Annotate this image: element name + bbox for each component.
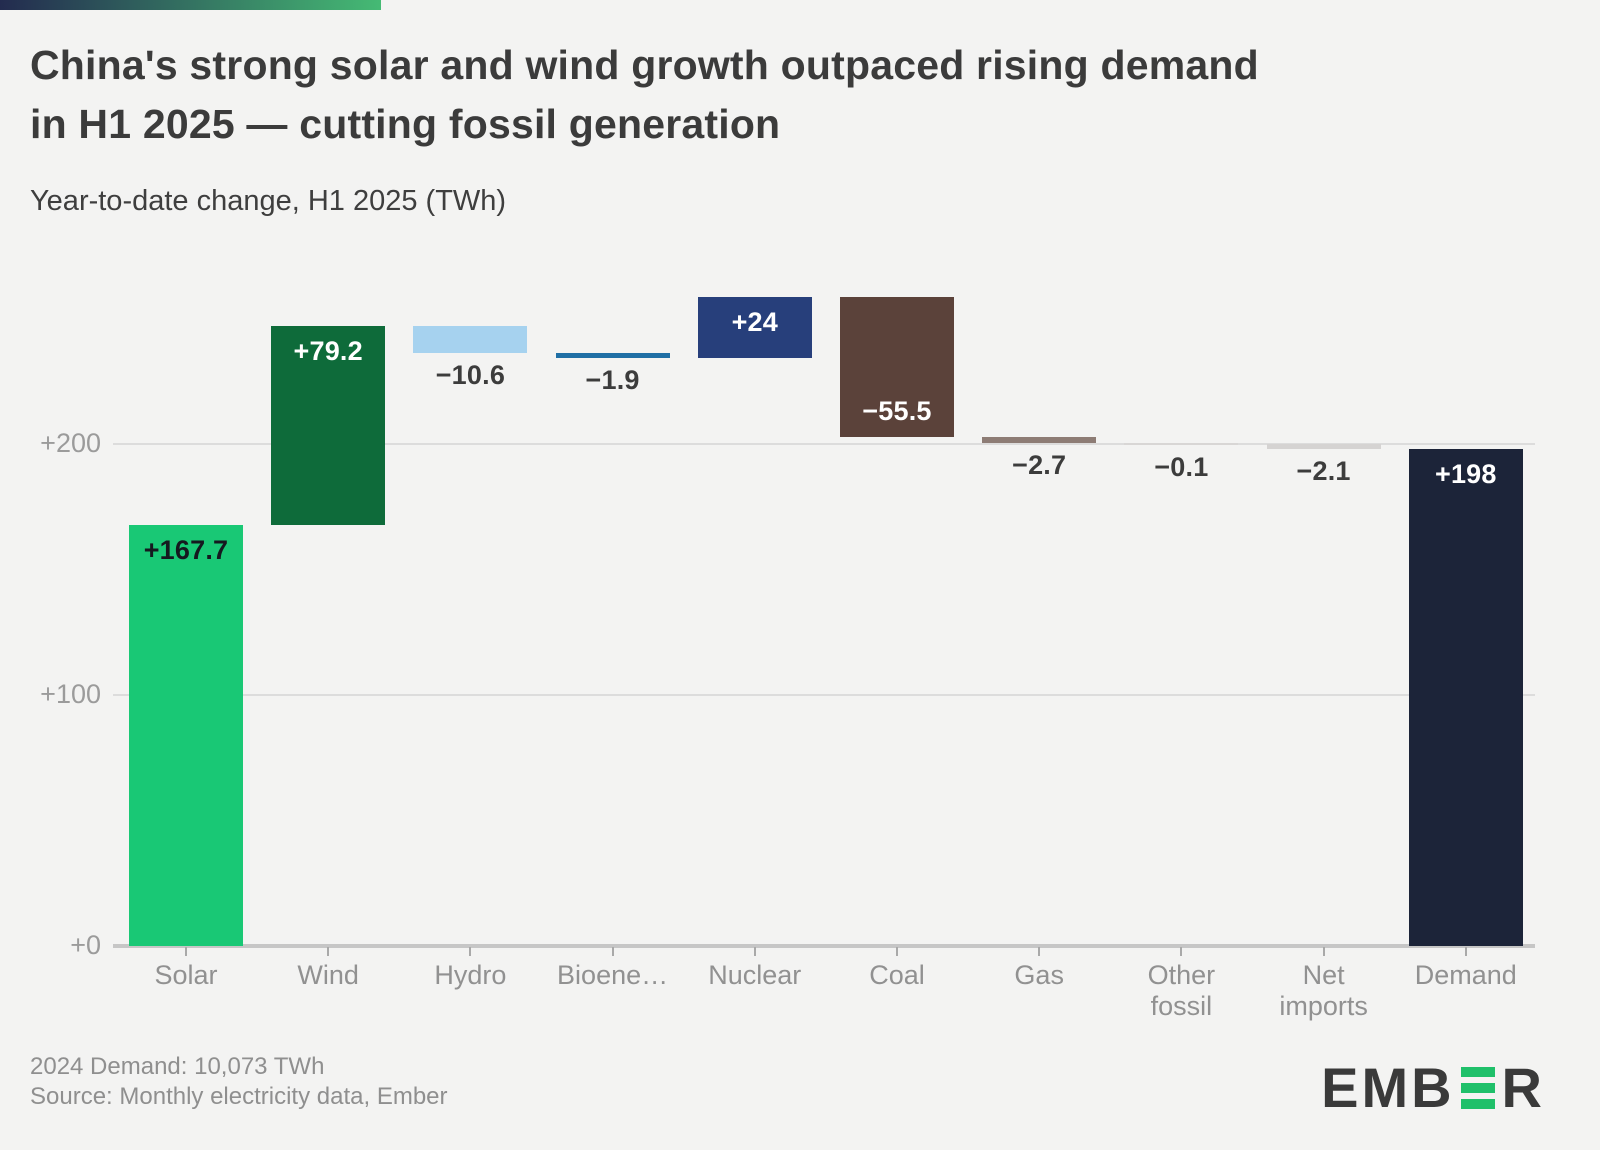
x-axis-tick-coal: [896, 947, 898, 956]
x-axis-tick-wind: [327, 947, 330, 956]
bar-value-label-net-imports: −2.1: [1296, 456, 1351, 487]
chart-footnote: 2024 Demand: 10,073 TWh Source: Monthly …: [30, 1052, 448, 1112]
bar-value-label-nuclear: +24: [731, 307, 778, 338]
bar-solar[interactable]: [129, 525, 243, 946]
bar-value-label-wind: +79.2: [293, 336, 363, 367]
bar-gas[interactable]: [982, 436, 1097, 444]
brand-accent-gradient-bar: [0, 0, 381, 10]
gridline-+200: [113, 443, 1535, 445]
ember-logo-text-emb: EMB: [1321, 1056, 1455, 1119]
bar-value-label-coal: −55.5: [862, 395, 932, 426]
bar-value-label-other-fossil: −0.1: [1154, 451, 1209, 482]
gridline-+100: [113, 694, 1535, 696]
x-axis-tick-gas: [1038, 947, 1041, 956]
bar-value-label-gas: −2.7: [1012, 450, 1067, 481]
x-axis-label-net-imports: Net imports: [1279, 960, 1368, 1021]
bar-value-label-demand: +198: [1434, 459, 1497, 490]
bar-other-fossil[interactable]: [1124, 443, 1239, 445]
bar-bioenergy[interactable]: [555, 352, 670, 358]
y-axis-tick-label-+100: +100: [40, 679, 101, 709]
y-axis-tick-label-+0: +0: [70, 930, 101, 960]
x-axis-label-nuclear: Nuclear: [708, 960, 802, 990]
footnote-source: Source: Monthly electricity data, Ember: [30, 1083, 448, 1110]
chart-title-line-2: in H1 2025 — cutting fossil generation: [30, 101, 781, 147]
x-axis-label-demand: Demand: [1414, 960, 1517, 990]
chart-title-line-1: China's strong solar and wind growth out…: [30, 42, 1259, 88]
bar-value-label-bioenergy: −1.9: [585, 364, 640, 395]
bar-wind[interactable]: [271, 326, 386, 526]
bar-hydro[interactable]: [413, 326, 528, 353]
x-axis-tick-other-fossil: [1180, 947, 1183, 956]
bar-demand[interactable]: [1408, 449, 1523, 946]
x-axis-label-hydro: Hydro: [434, 960, 507, 990]
x-axis-tick-net-imports: [1322, 947, 1325, 956]
gridline-+0: [113, 944, 1535, 948]
chart-title: China's strong solar and wind growth out…: [30, 36, 1550, 154]
x-axis-label-gas: Gas: [1014, 960, 1064, 990]
footnote-demand-2024: 2024 Demand: 10,073 TWh: [30, 1053, 325, 1080]
bar-net-imports[interactable]: [1266, 443, 1381, 449]
ember-logo[interactable]: EMB R: [1321, 1056, 1545, 1119]
x-axis-tick-demand: [1464, 947, 1467, 956]
x-axis-tick-nuclear: [753, 947, 756, 956]
bar-nuclear[interactable]: [697, 297, 812, 358]
x-axis-label-solar: Solar: [154, 960, 218, 990]
x-axis-label-bioenergy: Bioene…: [557, 960, 669, 990]
x-axis-label-coal: Coal: [869, 960, 925, 990]
x-axis-label-other-fossil: Other fossil: [1147, 960, 1216, 1021]
bar-value-label-hydro: −10.6: [435, 359, 506, 390]
bar-value-label-solar: +167.7: [143, 535, 229, 566]
y-axis-tick-label-+200: +200: [40, 428, 101, 458]
ember-logo-green-e-icon: [1460, 1067, 1495, 1109]
x-axis-label-wind: Wind: [297, 960, 359, 990]
bar-coal[interactable]: [840, 297, 954, 437]
ember-logo-text-r: R: [1501, 1056, 1545, 1119]
chart-subtitle: Year-to-date change, H1 2025 (TWh): [30, 185, 507, 217]
x-axis-tick-solar: [185, 947, 187, 956]
x-axis-tick-bioenergy: [611, 947, 614, 956]
x-axis-tick-hydro: [469, 947, 472, 956]
